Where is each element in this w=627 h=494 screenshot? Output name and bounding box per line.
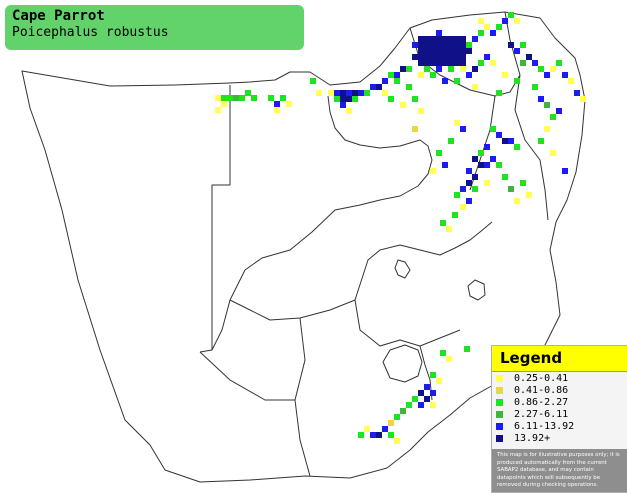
legend-title: Legend bbox=[500, 349, 563, 367]
legend-entry: 0.86-2.27 bbox=[492, 397, 627, 409]
legend-label: 0.25-0.41 bbox=[514, 373, 569, 384]
legend-label: 2.27-6.11 bbox=[514, 409, 569, 420]
legend-label: 13.92+ bbox=[514, 433, 551, 444]
legend-swatch bbox=[496, 375, 503, 382]
legend-entry: 6.11-13.92 bbox=[492, 421, 627, 433]
disclaimer-note: This map is for illustrative purposes on… bbox=[492, 449, 627, 492]
legend-swatch bbox=[496, 423, 503, 430]
species-scientific-name: Poicephalus robustus bbox=[12, 25, 169, 40]
observation-cells bbox=[215, 12, 586, 444]
disclaimer-text: This map is for illustrative purposes on… bbox=[497, 452, 620, 489]
legend-entry: 0.25-0.41 bbox=[492, 373, 627, 385]
legend-panel: Legend 0.25-0.41 0.41-0.86 0.86-2.27 2.2… bbox=[491, 345, 627, 493]
species-common-name: Cape Parrot bbox=[12, 8, 105, 24]
legend-entries: 0.25-0.41 0.41-0.86 0.86-2.27 2.27-6.11 … bbox=[492, 373, 627, 445]
legend-entry: 0.41-0.86 bbox=[492, 385, 627, 397]
legend-label: 0.86-2.27 bbox=[514, 397, 569, 408]
legend-entry: 2.27-6.11 bbox=[492, 409, 627, 421]
legend-entry: 13.92+ bbox=[492, 433, 627, 445]
country-outline bbox=[21, 11, 586, 483]
legend-swatch bbox=[496, 399, 503, 406]
legend-swatch bbox=[496, 411, 503, 418]
legend-label: 6.11-13.92 bbox=[514, 421, 575, 432]
title-panel: Cape Parrot Poicephalus robustus bbox=[5, 5, 304, 50]
legend-swatch bbox=[496, 435, 503, 442]
legend-swatch bbox=[496, 387, 503, 394]
legend-header: Legend bbox=[492, 346, 627, 372]
legend-label: 0.41-0.86 bbox=[514, 385, 569, 396]
